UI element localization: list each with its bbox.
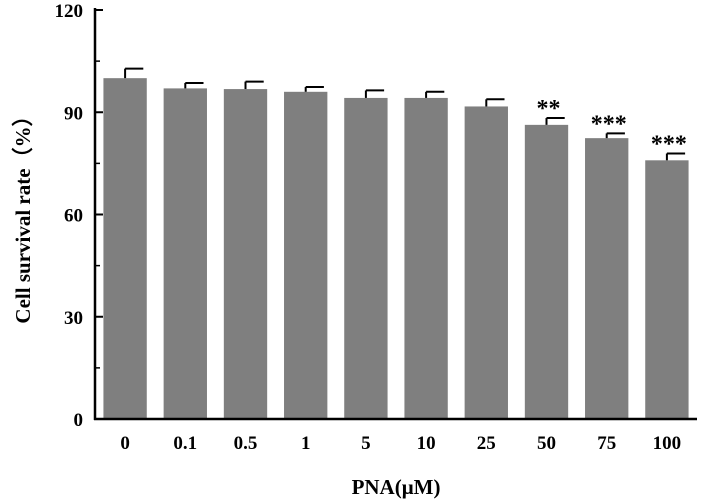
x-tick-label-0.1: 0.1 bbox=[173, 433, 197, 454]
bar-0.1 bbox=[163, 88, 207, 420]
x-tick-label-50: 50 bbox=[537, 433, 556, 454]
x-tick-label-5: 5 bbox=[361, 433, 371, 454]
y-tick-label-90: 90 bbox=[64, 103, 83, 124]
y-tick-label-120: 120 bbox=[55, 1, 84, 22]
y-axis-title: Cell survival rate（%） bbox=[11, 105, 35, 323]
bar-5 bbox=[344, 97, 388, 419]
bars-group bbox=[103, 78, 689, 420]
y-ticks-group: 0 30 60 90 120 bbox=[55, 1, 103, 431]
bar-50 bbox=[524, 124, 569, 419]
bar-100 bbox=[645, 160, 689, 419]
x-tick-label-10: 10 bbox=[417, 433, 436, 454]
significance-100: *** bbox=[651, 131, 687, 157]
significance-50: ** bbox=[537, 96, 561, 122]
x-tick-label-0: 0 bbox=[120, 433, 130, 454]
bar-25 bbox=[464, 106, 508, 419]
bar-75 bbox=[585, 138, 629, 420]
y-tick-label-30: 30 bbox=[64, 308, 83, 329]
y-tick-label-60: 60 bbox=[64, 206, 83, 227]
bar-10 bbox=[404, 97, 448, 419]
x-ticks-group: 0 0.1 0.5 1 5 10 25 50 75 100 bbox=[120, 433, 681, 454]
bar-0 bbox=[103, 78, 147, 420]
bar-1 bbox=[284, 91, 328, 420]
error-bars-group bbox=[124, 67, 686, 161]
x-tick-label-75: 75 bbox=[597, 433, 616, 454]
x-axis-title: PNA(μM) bbox=[352, 475, 441, 499]
x-tick-label-1: 1 bbox=[301, 433, 311, 454]
x-tick-label-0.5: 0.5 bbox=[234, 433, 258, 454]
bar-0.5 bbox=[223, 89, 268, 419]
significance-75: *** bbox=[591, 111, 627, 137]
x-tick-label-25: 25 bbox=[477, 433, 496, 454]
x-tick-label-100: 100 bbox=[653, 433, 682, 454]
significance-group: ******** bbox=[537, 96, 687, 157]
y-tick-label-0: 0 bbox=[74, 410, 84, 431]
